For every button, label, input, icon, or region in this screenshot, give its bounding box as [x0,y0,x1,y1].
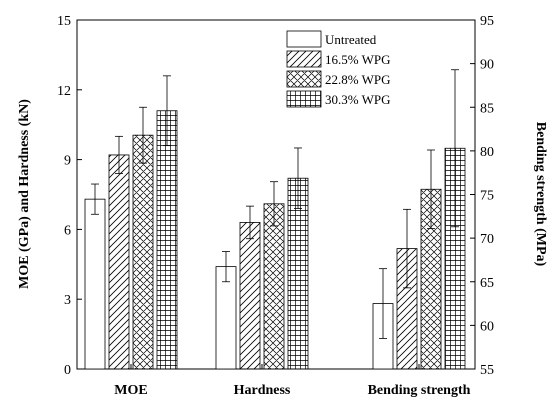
bar [263,203,285,370]
left-tick-label: 0 [64,363,71,378]
category-label: Bending strength [368,383,471,398]
legend-swatch [286,30,322,48]
category-label: MOE [114,383,147,398]
left-y-axis: 0 3 6 9 12 15 [57,14,82,378]
left-tick-label: 12 [57,84,71,99]
bar-series [84,69,466,370]
bar [108,154,130,370]
right-tick-label: 85 [480,101,494,116]
legend-label: 22.8% WPG [325,72,390,87]
right-tick-label: 60 [480,319,494,334]
legend-label: 16.5% WPG [325,52,390,67]
left-tick-label: 6 [64,223,71,238]
category-label: Hardness [234,383,291,398]
left-tick-label: 9 [64,154,71,169]
right-y-axis: 55 60 65 70 75 80 85 90 95 [470,14,494,378]
right-tick-label: 70 [480,232,494,247]
bar [132,134,154,370]
x-axis: MOE Hardness Bending strength [114,364,471,398]
bar [84,198,106,370]
bar [156,110,178,370]
legend: Untreated 16.5% WPG 22.8% WPG 30.3% WPG [286,30,390,108]
legend-swatch [286,50,322,68]
right-tick-label: 75 [480,189,494,204]
left-tick-label: 15 [57,14,71,29]
legend-label: 30.3% WPG [325,92,390,107]
right-tick-label: 95 [480,14,494,29]
legend-swatch [286,90,322,108]
left-axis-title: MOE (GPa) and Hardness (kN) [17,99,32,289]
right-tick-label: 90 [480,58,494,73]
legend-label: Untreated [325,32,377,47]
right-axis-title: Bending strength (MPa) [533,122,548,267]
left-tick-label: 3 [64,293,71,308]
legend-swatch [286,70,322,88]
right-tick-label: 80 [480,145,494,160]
right-tick-label: 55 [480,363,494,378]
bar [239,222,261,370]
right-tick-label: 65 [480,276,494,291]
